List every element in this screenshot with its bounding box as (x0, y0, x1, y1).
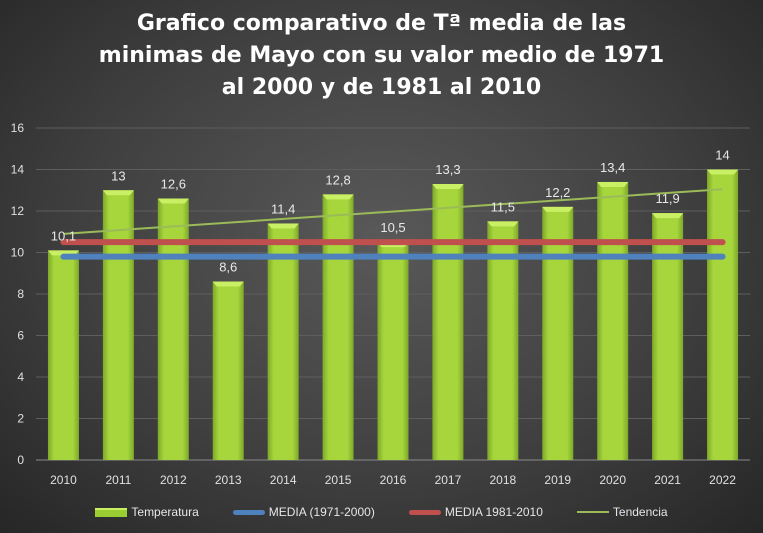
x-tick-label: 2021 (654, 473, 681, 487)
data-label: 10,5 (380, 220, 405, 235)
data-label: 12,6 (161, 177, 186, 192)
bar-bevel (267, 223, 299, 229)
y-tick-label: 8 (17, 287, 24, 301)
bar-bevel (432, 184, 464, 190)
x-tick-label: 2013 (215, 473, 242, 487)
legend-swatch (576, 511, 609, 513)
title-line: al 2000 y de 1981 al 2010 (221, 75, 542, 100)
data-label: 11,9 (655, 191, 679, 206)
bar (322, 194, 354, 460)
bar-bevel (212, 281, 244, 287)
trend-line (63, 188, 723, 235)
bar-bevel (157, 198, 189, 204)
bar (432, 184, 464, 460)
y-tick-label: 10 (11, 246, 25, 260)
bar (597, 181, 629, 460)
bar (652, 213, 684, 460)
legend-swatch (95, 507, 128, 517)
x-tick-label: 2015 (325, 473, 352, 487)
legend-item: MEDIA (1971-2000) (232, 505, 375, 519)
bar (157, 198, 189, 461)
legend-item: Temperatura (95, 505, 199, 519)
data-label: 11,5 (491, 199, 515, 214)
data-label: 11,4 (271, 201, 295, 216)
x-tick-label: 2016 (380, 473, 407, 487)
bar (542, 206, 574, 460)
x-tick-label: 2012 (160, 473, 187, 487)
bar (707, 169, 739, 460)
y-tick-label: 6 (17, 329, 24, 343)
bar-bevel (102, 190, 134, 196)
y-tick-label: 2 (17, 412, 24, 426)
y-tick-label: 4 (17, 370, 24, 384)
bar-bevel (322, 194, 354, 200)
x-tick-label: 2022 (709, 473, 736, 487)
legend-label: Tendencia (612, 505, 668, 519)
x-tick-label: 2017 (435, 473, 462, 487)
y-tick-label: 16 (11, 121, 25, 135)
x-tick-label: 2019 (544, 473, 571, 487)
bar (267, 223, 299, 460)
data-label: 8,6 (219, 260, 237, 275)
legend-swatch (232, 509, 265, 515)
bar-bevel (542, 206, 574, 212)
bar (377, 242, 409, 460)
legend-swatch (408, 509, 441, 515)
y-tick-label: 0 (17, 453, 24, 467)
title-line: Grafico comparativo de Tª media de las (136, 11, 627, 36)
x-tick-label: 2014 (270, 473, 297, 487)
x-tick-label: 2011 (105, 473, 131, 487)
y-tick-label: 14 (11, 163, 25, 177)
x-tick-label: 2018 (489, 473, 516, 487)
bar (47, 250, 79, 460)
bar-bevel (652, 213, 684, 219)
bar-bevel (597, 181, 629, 187)
bar-bevel (707, 169, 739, 175)
legend-item: Tendencia (576, 505, 668, 519)
legend: Temperatura MEDIA (1971-2000) MEDIA 1981… (0, 505, 763, 519)
x-tick-label: 2010 (50, 473, 77, 487)
data-label: 14 (715, 148, 729, 163)
data-label: 12,8 (325, 172, 350, 187)
data-label: 13 (111, 168, 125, 183)
data-label: 13,4 (600, 160, 625, 175)
data-label: 10,1 (51, 228, 76, 243)
legend-item: MEDIA 1981-2010 (408, 505, 543, 519)
bar (212, 281, 244, 460)
bar-bevel (487, 221, 519, 227)
bar (102, 190, 134, 460)
legend-label: MEDIA (1971-2000) (268, 505, 375, 519)
data-label: 13,3 (435, 162, 460, 177)
legend-label: Temperatura (131, 505, 199, 519)
x-tick-label: 2020 (599, 473, 626, 487)
bar (487, 221, 519, 460)
y-tick-label: 12 (11, 204, 25, 218)
legend-label: MEDIA 1981-2010 (444, 505, 543, 519)
title-line: minimas de Mayo con su valor medio de 19… (98, 43, 665, 68)
chart-title: Grafico comparativo de Tª media de las m… (0, 8, 763, 104)
data-label: 12,2 (545, 185, 570, 200)
